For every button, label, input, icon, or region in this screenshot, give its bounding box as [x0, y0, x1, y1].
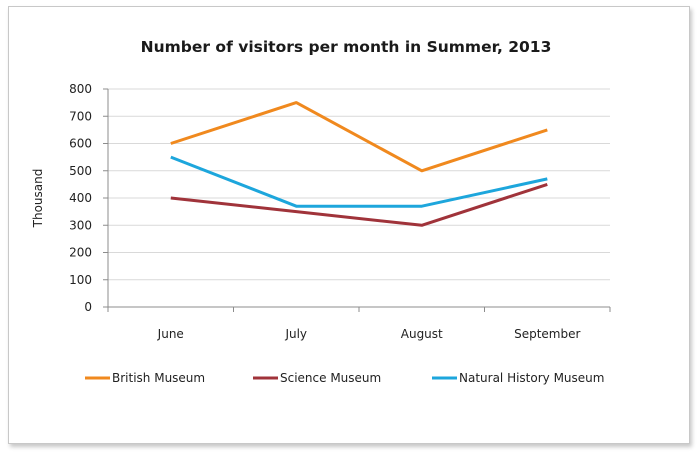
- y-tick-label: 100: [69, 273, 92, 287]
- gridlines: [108, 88, 610, 281]
- x-tick-label: August: [401, 327, 443, 341]
- y-tick-label: 300: [69, 218, 92, 232]
- x-tick-label: September: [514, 327, 580, 341]
- series-lines: [170, 101, 548, 227]
- x-tick-label: July: [284, 327, 307, 341]
- x-tick-label: June: [157, 327, 184, 341]
- legend: British Museum Science Museum Natural Hist…: [85, 371, 604, 385]
- y-tick-label: 500: [69, 164, 92, 178]
- y-tick-label: 400: [69, 191, 92, 205]
- x-tick-labels: June July August September: [157, 327, 581, 341]
- legend-label-science-museum: Science Museum: [280, 371, 381, 385]
- y-tick-label: 700: [69, 109, 92, 123]
- legend-label-british-museum: British Museum: [112, 371, 205, 385]
- series-line-british-museum: [170, 101, 548, 173]
- y-tick-label: 0: [84, 300, 92, 314]
- y-tick-label: 200: [69, 246, 92, 260]
- axes: [103, 88, 611, 312]
- legend-label-natural-history-museum: Natural History Museum: [459, 371, 604, 385]
- series-line-science-museum: [170, 182, 548, 227]
- series-line-natural-history-museum: [170, 155, 548, 208]
- y-tick-label: 600: [69, 137, 92, 151]
- y-tick-label: 800: [69, 82, 92, 96]
- y-axis-title: Thousand: [31, 169, 45, 229]
- chart-title: Number of visitors per month in Summer, …: [141, 38, 552, 56]
- y-tick-labels: 0 100 200 300 400 500 600 700 800: [69, 82, 92, 314]
